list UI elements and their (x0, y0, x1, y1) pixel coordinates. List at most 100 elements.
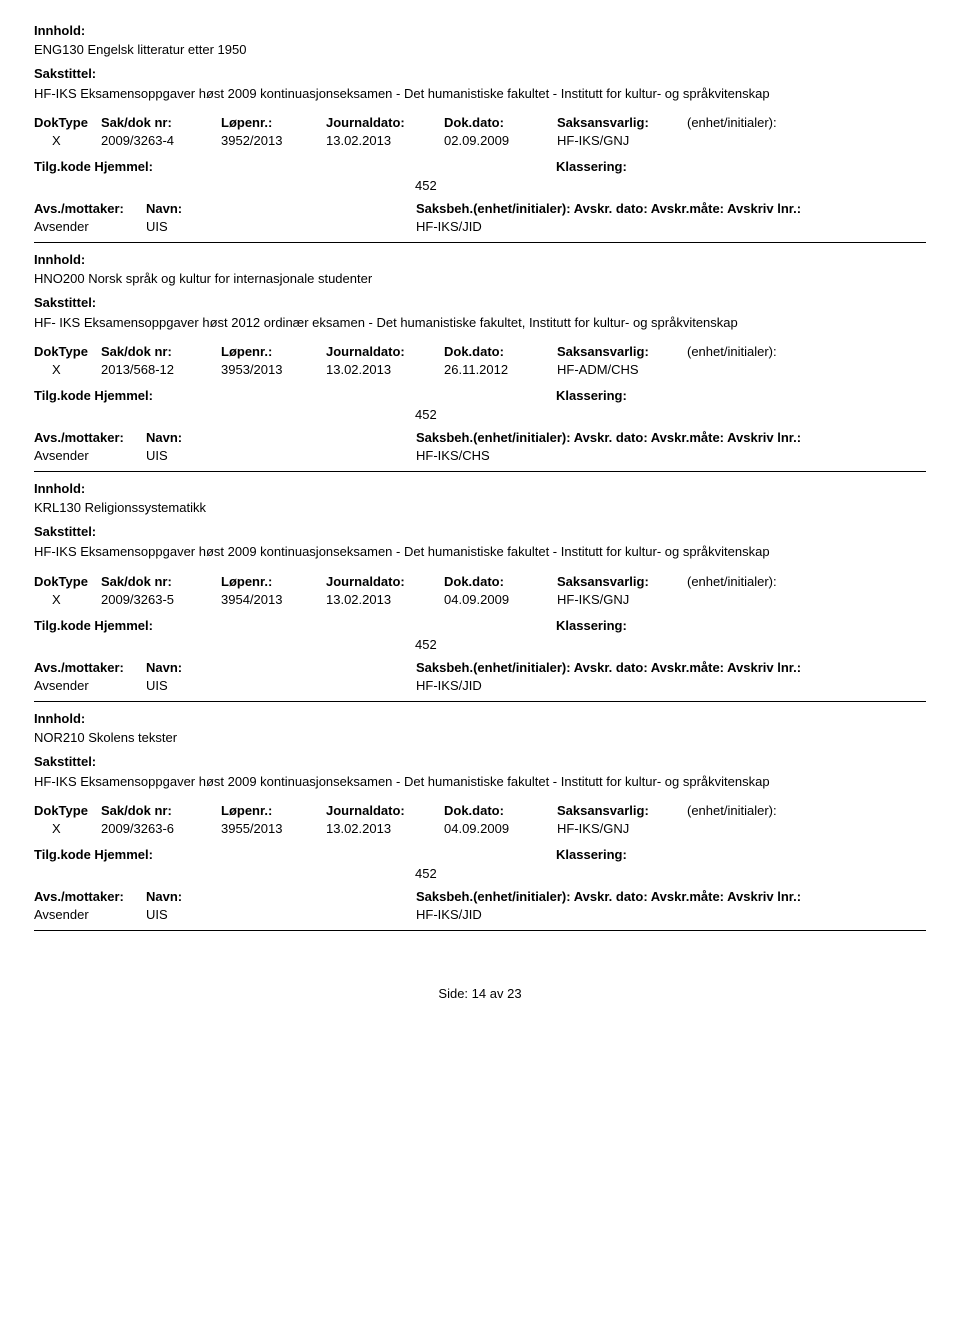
saksbeh-header: Saksbeh.(enhet/initialer): Avskr. dato: … (416, 889, 926, 904)
record-divider (34, 471, 926, 472)
innhold-label: Innhold: (34, 481, 926, 496)
saknr-header: Sak/dok nr: (101, 115, 221, 130)
record: Innhold: ENG130 Engelsk litteratur etter… (34, 23, 926, 243)
avsmottaker-label: Avs./mottaker: (34, 430, 146, 445)
tilg-row: Tilg.kode Hjemmel: Klassering: (34, 159, 926, 174)
innhold-text: HNO200 Norsk språk og kultur for interna… (34, 271, 926, 286)
saksbeh-value: HF-IKS/JID (416, 678, 926, 693)
sakstittel-label: Sakstittel: (34, 754, 926, 769)
record: Innhold: NOR210 Skolens tekster Sakstitt… (34, 711, 926, 931)
dokdato-value: 04.09.2009 (444, 821, 557, 836)
tilg-row: Tilg.kode Hjemmel: Klassering: (34, 388, 926, 403)
record-divider (34, 701, 926, 702)
field-header-row: DokType Sak/dok nr: Løpenr.: Journaldato… (34, 574, 926, 589)
dokdato-header: Dok.dato: (444, 574, 557, 589)
lopenr-value: 3954/2013 (221, 592, 326, 607)
doktype-value: X (34, 592, 101, 607)
saksansvarlig-header: Saksansvarlig: (557, 803, 687, 818)
avsender-label: Avsender (34, 678, 146, 693)
avs-header-row: Avs./mottaker: Navn: Saksbeh.(enhet/init… (34, 430, 926, 445)
tilgkode-label: Tilg.kode Hjemmel: (34, 159, 175, 174)
avsmottaker-label: Avs./mottaker: (34, 201, 146, 216)
enhet-value (687, 362, 847, 377)
avsender-label: Avsender (34, 448, 146, 463)
field-header-row: DokType Sak/dok nr: Løpenr.: Journaldato… (34, 344, 926, 359)
innhold-text: ENG130 Engelsk litteratur etter 1950 (34, 42, 926, 57)
tilg-row: Tilg.kode Hjemmel: Klassering: (34, 618, 926, 633)
side-label: Side: (438, 986, 468, 1001)
doktype-header: DokType (34, 803, 101, 818)
avsender-value: UIS (146, 448, 416, 463)
journaldato-header: Journaldato: (326, 115, 444, 130)
saknr-value: 2013/568-12 (101, 362, 221, 377)
avs-header-row: Avs./mottaker: Navn: Saksbeh.(enhet/init… (34, 201, 926, 216)
lopenr-header: Løpenr.: (221, 574, 326, 589)
field-data-row: X 2009/3263-5 3954/2013 13.02.2013 04.09… (34, 592, 926, 607)
sakstittel-text: HF- IKS Eksamensoppgaver høst 2012 ordin… (34, 314, 926, 332)
klassering-value: 452 (34, 178, 926, 193)
tilgkode-label: Tilg.kode Hjemmel: (34, 388, 175, 403)
journaldato-value: 13.02.2013 (326, 362, 444, 377)
journaldato-header: Journaldato: (326, 803, 444, 818)
saknr-value: 2009/3263-6 (101, 821, 221, 836)
avs-header-row: Avs./mottaker: Navn: Saksbeh.(enhet/init… (34, 889, 926, 904)
lopenr-header: Løpenr.: (221, 803, 326, 818)
dokdato-header: Dok.dato: (444, 115, 557, 130)
saksansvarlig-header: Saksansvarlig: (557, 115, 687, 130)
saksbeh-header: Saksbeh.(enhet/initialer): Avskr. dato: … (416, 660, 926, 675)
avsender-value: UIS (146, 907, 416, 922)
saksansvarlig-value: HF-IKS/GNJ (557, 133, 687, 148)
sakstittel-text: HF-IKS Eksamensoppgaver høst 2009 kontin… (34, 85, 926, 103)
avsmottaker-label: Avs./mottaker: (34, 660, 146, 675)
klassering-label: Klassering: (175, 159, 627, 174)
saksansvarlig-header: Saksansvarlig: (557, 574, 687, 589)
saknr-header: Sak/dok nr: (101, 574, 221, 589)
sakstittel-label: Sakstittel: (34, 524, 926, 539)
enhet-header: (enhet/initialer): (687, 574, 847, 589)
navn-label: Navn: (146, 889, 416, 904)
tilgkode-label: Tilg.kode Hjemmel: (34, 618, 175, 633)
page-sep: av (490, 986, 504, 1001)
dokdato-header: Dok.dato: (444, 344, 557, 359)
record: Innhold: KRL130 Religionssystematikk Sak… (34, 481, 926, 701)
sakstittel-label: Sakstittel: (34, 66, 926, 81)
saksansvarlig-header: Saksansvarlig: (557, 344, 687, 359)
page-footer: Side: 14 av 23 (34, 986, 926, 1001)
journaldato-header: Journaldato: (326, 574, 444, 589)
avsender-value: UIS (146, 678, 416, 693)
field-data-row: X 2013/568-12 3953/2013 13.02.2013 26.11… (34, 362, 926, 377)
saksansvarlig-value: HF-IKS/GNJ (557, 821, 687, 836)
klassering-value: 452 (34, 866, 926, 881)
innhold-label: Innhold: (34, 252, 926, 267)
journaldato-value: 13.02.2013 (326, 592, 444, 607)
doktype-header: DokType (34, 574, 101, 589)
enhet-value (687, 133, 847, 148)
saksbeh-value: HF-IKS/JID (416, 219, 926, 234)
avsmottaker-label: Avs./mottaker: (34, 889, 146, 904)
record-divider (34, 930, 926, 931)
avs-data-row: Avsender UIS HF-IKS/JID (34, 907, 926, 922)
klassering-label: Klassering: (175, 618, 627, 633)
saksbeh-header: Saksbeh.(enhet/initialer): Avskr. dato: … (416, 201, 926, 216)
page-total: 23 (507, 986, 521, 1001)
sakstittel-text: HF-IKS Eksamensoppgaver høst 2009 kontin… (34, 773, 926, 791)
avs-header-row: Avs./mottaker: Navn: Saksbeh.(enhet/init… (34, 660, 926, 675)
doktype-value: X (34, 362, 101, 377)
doktype-header: DokType (34, 115, 101, 130)
innhold-label: Innhold: (34, 23, 926, 38)
saknr-value: 2009/3263-5 (101, 592, 221, 607)
saksbeh-header: Saksbeh.(enhet/initialer): Avskr. dato: … (416, 430, 926, 445)
saksbeh-value: HF-IKS/CHS (416, 448, 926, 463)
lopenr-value: 3955/2013 (221, 821, 326, 836)
journaldato-value: 13.02.2013 (326, 133, 444, 148)
navn-label: Navn: (146, 201, 416, 216)
saknr-value: 2009/3263-4 (101, 133, 221, 148)
innhold-label: Innhold: (34, 711, 926, 726)
sakstittel-text: HF-IKS Eksamensoppgaver høst 2009 kontin… (34, 543, 926, 561)
journaldato-value: 13.02.2013 (326, 821, 444, 836)
navn-label: Navn: (146, 430, 416, 445)
klassering-value: 452 (34, 637, 926, 652)
record: Innhold: HNO200 Norsk språk og kultur fo… (34, 252, 926, 472)
tilg-row: Tilg.kode Hjemmel: Klassering: (34, 847, 926, 862)
field-data-row: X 2009/3263-4 3952/2013 13.02.2013 02.09… (34, 133, 926, 148)
